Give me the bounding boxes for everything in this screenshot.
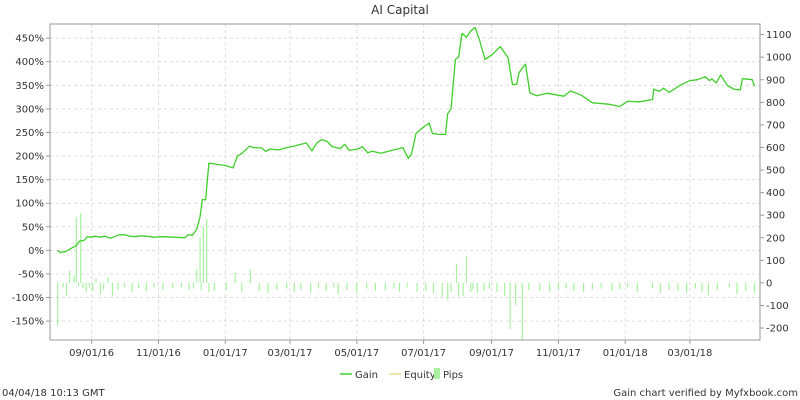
right-tick-label: -100 [766, 301, 789, 312]
left-tick-label: 450% [15, 34, 44, 45]
right-tick-label: 500 [766, 166, 785, 177]
x-tick-label: 03/01/17 [267, 348, 312, 359]
x-tick-label: 01/01/18 [603, 348, 648, 359]
plot-frame [46, 23, 764, 344]
left-tick-label: 250% [15, 128, 44, 139]
legend-gain-label: Gain [355, 370, 378, 381]
right-tick-label: 0 [766, 278, 772, 289]
legend: Gain Equity Pips [340, 368, 463, 381]
right-tick-label: 800 [766, 98, 785, 109]
x-tick-label: 03/01/18 [667, 348, 712, 359]
pips-bars [57, 212, 756, 340]
x-tick-label: 01/01/17 [203, 348, 248, 359]
right-tick-label: 300 [766, 211, 785, 222]
x-tick-label: 11/01/17 [536, 348, 581, 359]
footer-verified: Gain chart verified by Myfxbook.com [613, 388, 798, 399]
x-tick-label: 07/01/17 [401, 348, 446, 359]
left-tick-label: 350% [15, 81, 44, 92]
x-axis-labels: 09/01/16 11/01/16 01/01/17 03/01/17 05/01/17… [69, 348, 712, 359]
legend-equity-label: Equity [404, 370, 436, 381]
left-tick-label: 100% [15, 199, 44, 210]
footer-timestamp: 04/04/18 10:13 GMT [2, 388, 105, 399]
legend-pips-label: Pips [443, 370, 463, 381]
right-tick-label: 1000 [766, 53, 791, 64]
right-axis-labels: -200 -100 0 100 200 300 400 500 600 700 800 900 1000… [766, 30, 791, 334]
right-tick-label: 700 [766, 120, 785, 131]
left-tick-label: -150% [12, 317, 44, 328]
gain-series [57, 26, 756, 253]
x-tick-label: 05/01/17 [334, 348, 379, 359]
right-tick-label: -200 [766, 324, 789, 335]
left-tick-label: 400% [15, 57, 44, 68]
right-tick-label: 900 [766, 75, 785, 86]
left-tick-label: 300% [15, 104, 44, 115]
right-tick-label: 400 [766, 188, 785, 199]
right-tick-label: 100 [766, 256, 785, 267]
legend-pips-swatch [434, 368, 440, 379]
left-tick-label: 150% [15, 175, 44, 186]
chart-title: AI Capital [371, 3, 429, 17]
right-tick-label: 200 [766, 233, 785, 244]
left-tick-label: 50% [22, 222, 44, 233]
left-tick-label: 0% [28, 246, 44, 257]
x-tick-label: 11/01/16 [136, 348, 181, 359]
right-tick-label: 1100 [766, 30, 791, 41]
left-tick-label: 200% [15, 152, 44, 163]
left-tick-label: -50% [18, 269, 44, 280]
gain-line [57, 26, 756, 253]
left-axis-labels: -150% -100% -50% 0% 50% 100% 150% 200% 250% 300% 3… [12, 34, 44, 328]
plot-border [49, 23, 761, 341]
x-tick-label: 09/01/16 [69, 348, 114, 359]
grid-lines [50, 24, 760, 340]
x-tick-label: 09/01/17 [469, 348, 514, 359]
right-tick-label: 600 [766, 143, 785, 154]
left-tick-label: -100% [12, 293, 44, 304]
